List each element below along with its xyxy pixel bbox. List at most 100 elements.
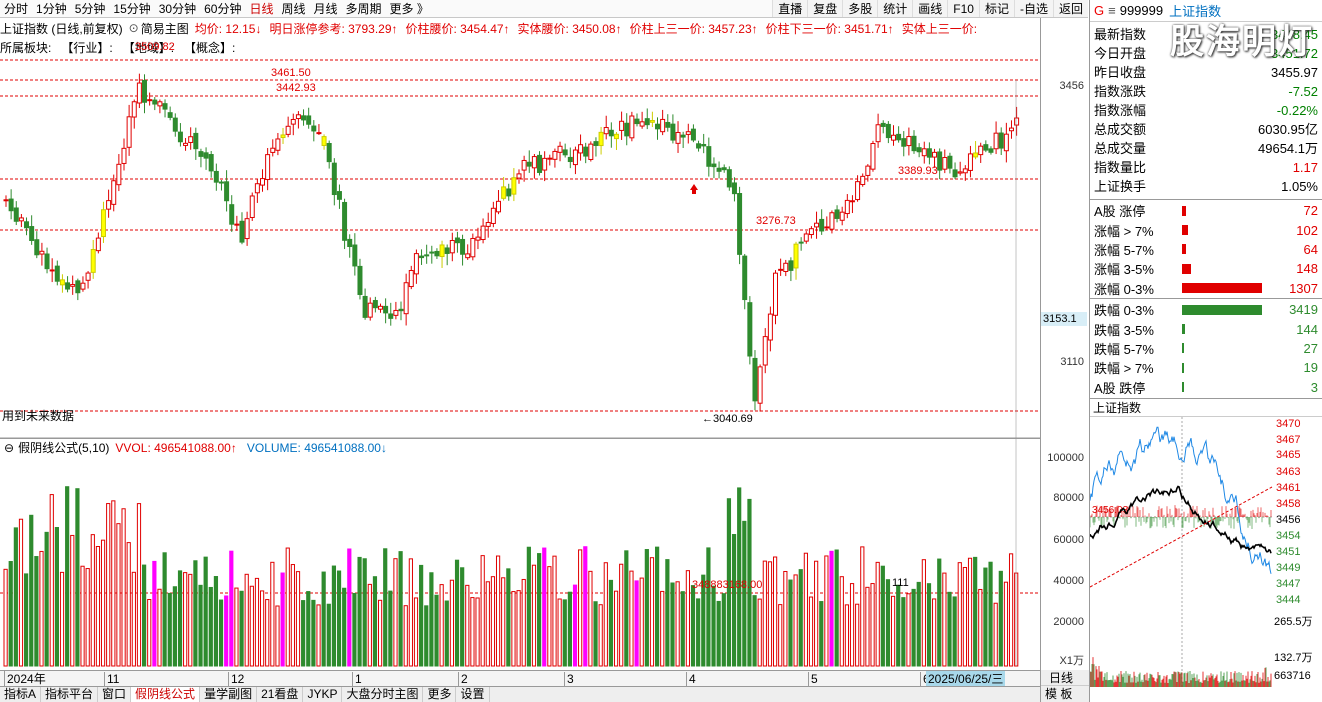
period-tab-6[interactable]: 日线 (249, 1, 274, 16)
toolbar-button-0[interactable]: 直播 (772, 0, 807, 17)
indicator-tab-9[interactable]: 设置 (456, 687, 490, 702)
volume-bar (95, 546, 101, 667)
toolbar-button-2[interactable]: 多股 (842, 0, 877, 17)
candle-body (926, 148, 932, 158)
toolbar-button-7[interactable]: -自选 (1013, 0, 1053, 17)
buy-arrow-icon (690, 184, 698, 194)
volume-bar (829, 550, 834, 667)
volume-bar (547, 566, 552, 667)
candle-body (239, 220, 245, 243)
volume-bar (357, 556, 362, 667)
concept-label[interactable]: 【概念】: (184, 40, 236, 55)
volume-bar (44, 531, 49, 667)
candle-body (870, 143, 876, 170)
indicator-tab-7[interactable]: 大盘分时主图 (342, 687, 424, 702)
quote-label: 昨日收盘 (1094, 65, 1147, 80)
volume-bar (424, 605, 429, 667)
period-tab-10[interactable]: 更多 》 (389, 1, 429, 16)
volume-bar (793, 574, 798, 667)
period-tab-4[interactable]: 30分钟 (158, 1, 197, 16)
volume-bar (973, 556, 978, 667)
volume-bar (449, 579, 455, 667)
industry-label[interactable]: 【行业】: (61, 40, 113, 55)
candle-body (193, 132, 199, 150)
candle-body (177, 131, 183, 143)
volume-bar (983, 567, 988, 667)
volume-bar (306, 591, 311, 667)
toolbar-button-1[interactable]: 复盘 (807, 0, 842, 17)
indicator-tab-5[interactable]: 21看盘 (257, 687, 304, 702)
period-tab-9[interactable]: 多周期 (345, 1, 382, 16)
toolbar-button-6[interactable]: 标记 (978, 0, 1014, 17)
volume-bar (660, 590, 665, 667)
kline-chart[interactable]: 3509.82 3461.50 3442.93 3276.73 3389.93 ←3040… (0, 0, 1040, 686)
mini-bg (1090, 417, 1270, 687)
indicator-tab-0[interactable]: 指标A (0, 687, 42, 702)
candle-body (901, 138, 907, 147)
volume-bar (49, 494, 54, 667)
candle-body (696, 143, 702, 149)
indicator-tab-2[interactable]: 窗口 (98, 687, 132, 702)
period-tab-7[interactable]: 周线 (281, 1, 306, 16)
volume-bar (229, 550, 234, 667)
candle-body (511, 177, 517, 195)
price-axis-label-1: 3110 (1060, 356, 1084, 368)
date-axis: 2024年11121234562025/06/25/三 (0, 670, 1040, 686)
volume-bar (937, 558, 942, 667)
stat-value: 3419 (1289, 302, 1318, 318)
region-label[interactable]: 【地域】: (122, 40, 175, 55)
period-tab-2[interactable]: 5分钟 (74, 1, 106, 16)
period-tab-0[interactable]: 分时 (4, 1, 29, 16)
down-stat-row-0: 跌幅 0-3% 3419 (1090, 300, 1322, 319)
volume-bar (629, 570, 634, 667)
indicator-tab-3[interactable]: 假阴线公式 (131, 687, 201, 702)
volume-bar (957, 562, 962, 667)
candle-body (613, 133, 619, 140)
quote-label: 今日开盘 (1094, 46, 1147, 61)
volume-bar (8, 561, 13, 667)
volume-bar (403, 605, 408, 667)
header-indicator-4: 价柱上三一价: 3457.23↑ (629, 21, 758, 36)
toolbar-button-5[interactable]: F10 (947, 0, 979, 17)
collapse-icon[interactable]: ⊖ (4, 440, 15, 455)
fig-icon[interactable]: ⊙ (128, 21, 139, 35)
pin-icon[interactable]: G (1094, 3, 1105, 18)
indicator-tab-6[interactable]: JYKP (303, 687, 343, 702)
period-tab-1[interactable]: 1分钟 (36, 1, 67, 16)
stat-bar-wrap (1180, 263, 1268, 274)
candle-body (547, 157, 553, 160)
quote-label: 总成交额 (1094, 122, 1147, 137)
volume-bar (475, 597, 480, 667)
volume-bar (495, 555, 501, 667)
daily-toggle[interactable]: 日线 (1041, 670, 1089, 686)
intraday-mini-chart[interactable]: 上证指数 3470 3467 3465 3463 3461 3458 3456 3454 345… (1089, 398, 1322, 688)
candle-body (675, 131, 681, 144)
volume-bar (932, 598, 937, 667)
main-fig-label[interactable]: 简易主图 (140, 21, 189, 36)
volume-bar (906, 593, 911, 667)
period-tab-5[interactable]: 60分钟 (204, 1, 242, 16)
quote-value: -7.52 (1288, 84, 1318, 99)
candle-body (167, 112, 173, 118)
period-tab-8[interactable]: 月线 (313, 1, 338, 16)
toolbar-button-3[interactable]: 统计 (877, 0, 912, 17)
volume-bar (690, 585, 696, 667)
menu-icon[interactable]: ≡ (1108, 3, 1116, 18)
candle-body (644, 118, 650, 126)
indicator-tab-4[interactable]: 量学副图 (200, 687, 258, 702)
quote-value: 3451.72 (1271, 46, 1318, 61)
candle-body (506, 188, 512, 197)
volume-bar (65, 486, 70, 667)
template-toggle[interactable]: 模 板 (1045, 687, 1073, 701)
toolbar-button-8[interactable]: 返回 (1052, 0, 1088, 17)
period-tab-3[interactable]: 15分钟 (113, 1, 151, 16)
volume-bar (244, 573, 249, 667)
mini-title: 上证指数 (1090, 399, 1322, 417)
stat-bar (1182, 324, 1186, 335)
candle-body (357, 265, 363, 295)
quote-label: 上证换手 (1094, 179, 1147, 194)
toolbar-button-4[interactable]: 画线 (912, 0, 947, 17)
brand-logo: 股海明灯 (1170, 23, 1314, 61)
indicator-tab-8[interactable]: 更多 (423, 687, 457, 702)
indicator-tab-1[interactable]: 指标平台 (41, 687, 99, 702)
